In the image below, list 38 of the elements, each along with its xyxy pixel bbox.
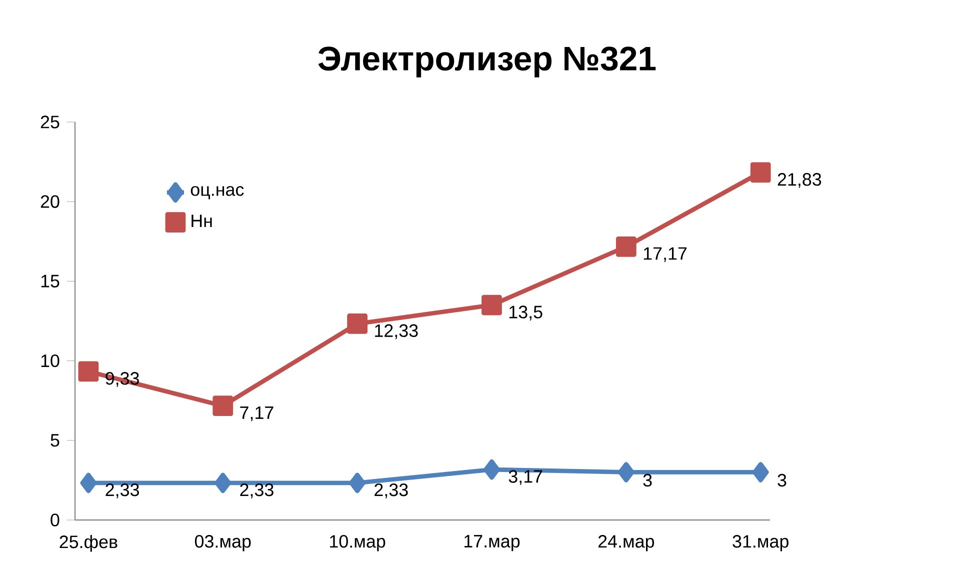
legend-label: Нн [192,214,212,228]
point [750,162,771,183]
point [214,472,232,494]
point [752,462,769,482]
x-tick-label: 10.мар [330,535,386,552]
data-label: 21,83 [778,173,822,188]
point [78,361,99,382]
data-label: 2,33 [240,483,274,498]
point [80,472,97,494]
data-label: 7,17 [240,406,274,422]
point [482,294,502,316]
y-tick-label: 10 [41,354,60,368]
data-label: 2,33 [374,483,408,498]
point [347,314,368,334]
y-tick-label: 0 [50,514,60,526]
data-label: 3 [643,474,652,487]
point [618,462,634,482]
x-tick-label: 03.мар [194,535,251,552]
point [349,472,366,494]
point [212,396,234,416]
point [616,236,636,257]
y-tick-label: 25 [40,116,60,128]
data-label: 3,17 [508,470,542,485]
x-tick-label: 24.мар [598,535,654,552]
point [484,459,500,480]
chart-title: Электролизер №321 [318,46,656,78]
y-tick-label: 20 [40,195,60,208]
x-tick-label: 25.фев [60,535,118,552]
data-label: 17,17 [644,247,687,262]
y-tick-label: 5 [50,434,60,447]
data-label: 12,33 [375,324,418,340]
data-label: 2,33 [106,483,139,498]
x-tick-label: 31.мар [732,535,788,552]
data-label: 13,5 [510,306,542,320]
legend-label: оц.нас [190,186,244,200]
data-label: 3 [778,474,786,487]
x-tick-label: 17.мар [464,535,520,552]
y-tick-label: 15 [41,274,60,288]
